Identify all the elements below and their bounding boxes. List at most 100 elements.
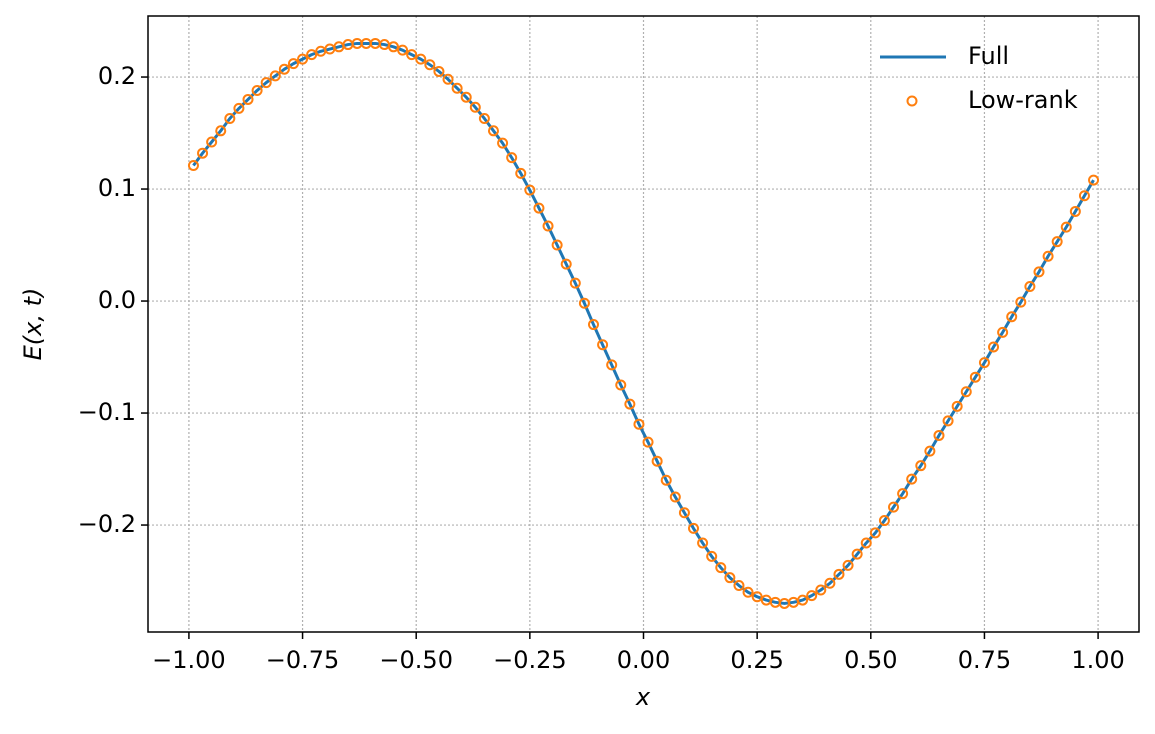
data-point	[678, 507, 690, 519]
data-point	[278, 63, 290, 75]
data-point	[242, 93, 254, 105]
legend-label: Low-rank	[968, 86, 1078, 114]
data-point	[524, 184, 536, 196]
data-point	[969, 371, 981, 383]
data-point	[651, 455, 663, 467]
x-tick-label: −0.75	[266, 646, 340, 674]
data-point	[1078, 190, 1090, 202]
data-point	[487, 125, 499, 137]
y-tick-label: 0.2	[98, 62, 136, 90]
y-axis-label: E(x, t)	[19, 288, 47, 361]
data-point	[251, 84, 263, 96]
data-point	[197, 147, 209, 159]
data-point	[306, 49, 318, 61]
data-point	[269, 70, 281, 82]
data-point	[624, 398, 636, 410]
data-point	[951, 400, 963, 412]
data-point	[660, 474, 672, 486]
data-point	[924, 445, 936, 457]
data-point	[842, 559, 854, 571]
data-point	[187, 160, 199, 172]
legend-label: Full	[968, 42, 1009, 70]
data-point	[597, 339, 609, 351]
data-point	[460, 91, 472, 103]
x-tick-label: 0.50	[844, 646, 897, 674]
data-point	[960, 386, 972, 398]
y-tick-label: 0.1	[98, 174, 136, 202]
x-axis-label: x	[635, 683, 651, 711]
data-point	[642, 436, 654, 448]
data-point	[233, 102, 245, 114]
data-point	[215, 125, 227, 137]
data-point	[869, 527, 881, 539]
x-tick-label: 0.00	[617, 646, 670, 674]
data-point	[715, 562, 727, 574]
data-point	[888, 501, 900, 513]
data-point	[260, 77, 272, 89]
data-point	[724, 572, 736, 584]
data-point	[533, 202, 545, 214]
data-point	[569, 277, 581, 289]
data-point	[433, 65, 445, 77]
data-point	[806, 590, 818, 602]
data-point	[906, 473, 918, 485]
grid	[148, 16, 1139, 632]
data-point	[1088, 174, 1100, 186]
data-point	[587, 319, 599, 331]
y-tick-label: −0.1	[78, 398, 136, 426]
marker-group	[187, 37, 1100, 609]
data-point	[697, 537, 709, 549]
data-point	[578, 297, 590, 309]
data-point	[1051, 236, 1063, 248]
data-point	[706, 550, 718, 562]
data-point	[424, 59, 436, 71]
plot-frame	[147, 15, 1140, 633]
data-point	[497, 137, 509, 149]
data-point	[1042, 250, 1054, 262]
data-point	[669, 491, 681, 503]
data-point	[287, 58, 299, 70]
data-point	[733, 580, 745, 592]
data-point	[406, 49, 418, 61]
data-point	[442, 73, 454, 85]
data-point	[633, 418, 645, 430]
data-point	[506, 152, 518, 164]
data-point	[415, 53, 427, 65]
data-point	[397, 44, 409, 56]
data-point	[860, 537, 872, 549]
data-point	[988, 341, 1000, 353]
x-tick-label: 0.25	[730, 646, 783, 674]
data-point	[878, 515, 890, 527]
data-point	[1033, 266, 1045, 278]
data-point	[978, 357, 990, 369]
x-tick-label: 1.00	[1071, 646, 1124, 674]
data-point	[224, 112, 236, 124]
legend-marker	[906, 95, 918, 107]
data-point	[297, 53, 309, 65]
data-point	[688, 522, 700, 534]
data-point	[451, 82, 463, 94]
data-point	[542, 220, 554, 232]
data-point	[478, 112, 490, 124]
data-point	[742, 586, 754, 598]
data-point	[560, 258, 572, 270]
data-point	[1060, 221, 1072, 233]
data-point	[1069, 205, 1081, 217]
data-point	[997, 326, 1009, 338]
data-point	[915, 460, 927, 472]
x-tick-label: −0.50	[379, 646, 453, 674]
data-point	[1024, 280, 1036, 292]
y-tick-label: 0.0	[98, 286, 136, 314]
data-point	[897, 488, 909, 500]
x-tick-label: −0.25	[493, 646, 567, 674]
data-point	[933, 429, 945, 441]
data-point	[551, 239, 563, 251]
data-point	[833, 568, 845, 580]
data-point	[797, 594, 809, 606]
data-point	[606, 359, 618, 371]
data-point	[615, 379, 627, 391]
data-point	[1015, 296, 1027, 308]
legend: Full Low-rank	[880, 42, 1078, 114]
